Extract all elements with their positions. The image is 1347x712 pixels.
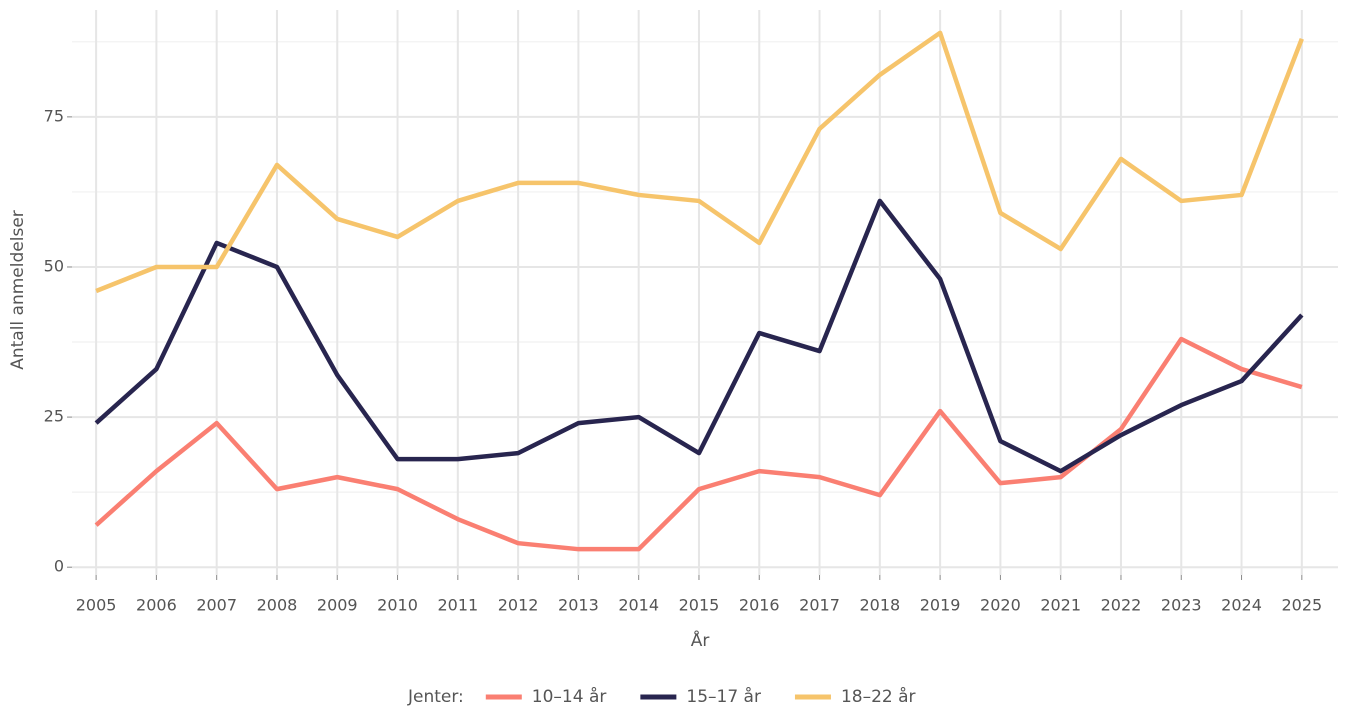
- y-tick-label: 0: [54, 557, 64, 576]
- x-tick-label: 2010: [377, 596, 418, 615]
- legend-label: 18–22 år: [841, 686, 916, 707]
- x-tick-label: 2008: [257, 596, 298, 615]
- x-axis-label: År: [691, 629, 710, 651]
- x-tick-label: 2019: [920, 596, 961, 615]
- x-tick-label: 2023: [1161, 596, 1202, 615]
- x-tick-label: 2009: [317, 596, 358, 615]
- series-line: [95, 30, 1304, 294]
- x-tick-label: 2011: [437, 596, 478, 615]
- x-tick-label: 2015: [679, 596, 720, 615]
- legend-label: 10–14 år: [532, 686, 607, 707]
- x-tick-label: 2025: [1281, 596, 1322, 615]
- x-tick-label: 2017: [799, 596, 840, 615]
- x-tick-label: 2005: [76, 596, 117, 615]
- x-tick-label: 2006: [136, 596, 177, 615]
- legend-title: Jenter:: [407, 687, 464, 707]
- x-tick-label: 2020: [980, 596, 1021, 615]
- x-tick-label: 2012: [498, 596, 539, 615]
- x-tick-label: 2014: [618, 596, 659, 615]
- series-line: [94, 198, 1304, 474]
- y-tick-label: 25: [44, 407, 64, 426]
- x-tick-label: 2024: [1221, 596, 1262, 615]
- x-tick-label: 2021: [1040, 596, 1081, 615]
- x-tick-label: 2016: [739, 596, 780, 615]
- y-tick-label: 75: [44, 106, 64, 125]
- x-tick-label: 2013: [558, 596, 599, 615]
- legend-label: 15–17 år: [686, 686, 761, 707]
- x-tick-label: 2007: [196, 596, 237, 615]
- x-tick-label: 2022: [1101, 596, 1142, 615]
- y-tick-label: 50: [44, 256, 64, 275]
- y-axis-label: Antall anmeldelser: [8, 210, 28, 370]
- x-tick-label: 2018: [859, 596, 900, 615]
